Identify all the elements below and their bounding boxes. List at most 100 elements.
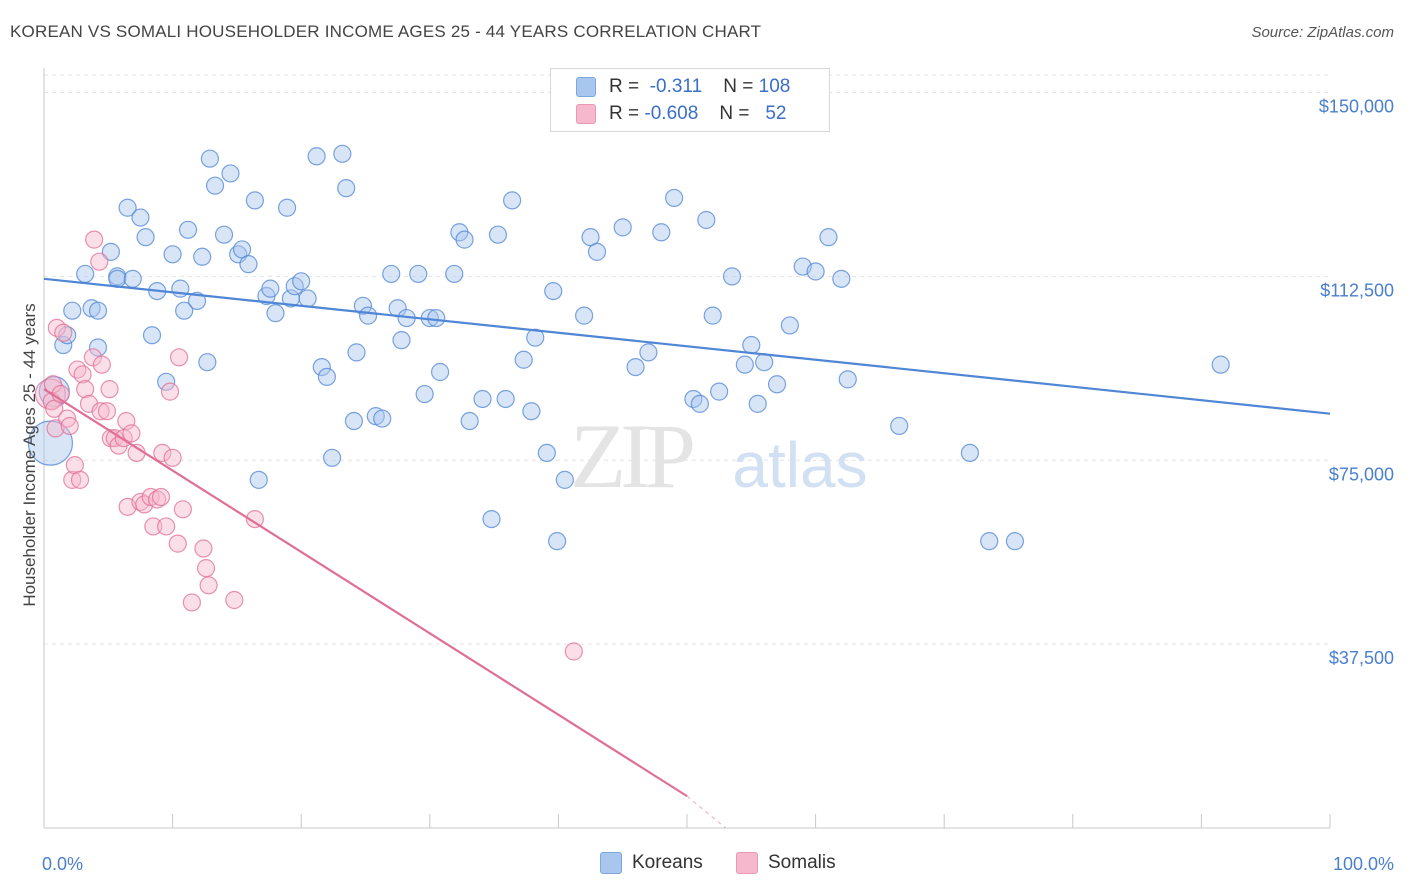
data-point — [245, 191, 265, 210]
data-point — [187, 291, 207, 311]
data-point — [1211, 355, 1230, 374]
data-point — [292, 272, 311, 291]
data-point — [90, 252, 109, 271]
data-point — [173, 500, 192, 519]
x-tick-label-min: 0.0% — [42, 854, 83, 874]
data-point — [245, 509, 265, 529]
data-point — [392, 331, 411, 350]
data-points — [27, 144, 1230, 661]
data-point — [85, 230, 104, 249]
data-point — [353, 296, 373, 315]
legend-label-koreans: Koreans — [632, 852, 703, 873]
data-point — [214, 225, 234, 244]
y-tick-label: $112,500 — [1320, 280, 1394, 300]
data-point — [409, 264, 428, 284]
data-point — [142, 326, 162, 345]
data-point — [322, 448, 342, 467]
axes — [43, 68, 1331, 829]
data-point — [97, 402, 117, 421]
data-point — [767, 375, 787, 394]
data-point — [157, 372, 176, 391]
y-tick-label: $150,000 — [1319, 97, 1394, 117]
watermark: ZIP atlas — [570, 405, 868, 507]
y-axis-label: Householder Income Ages 25 - 44 years — [20, 303, 39, 606]
legend-item-somalis[interactable]: Somalis — [736, 852, 836, 874]
data-point — [819, 228, 838, 247]
chart-source: Source: ZipAtlas.com — [1251, 24, 1394, 41]
data-point — [199, 576, 218, 595]
data-point — [358, 306, 378, 325]
data-point — [100, 380, 119, 399]
data-point — [735, 355, 754, 374]
legend-label-somalis: Somalis — [768, 852, 836, 873]
data-point — [537, 443, 556, 463]
data-point — [564, 642, 583, 661]
gridlines — [44, 74, 1330, 645]
data-point — [54, 323, 73, 342]
data-point — [544, 281, 563, 301]
data-point — [194, 539, 213, 558]
data-point — [168, 534, 187, 553]
data-point — [205, 176, 225, 195]
data-point — [806, 262, 825, 281]
data-point — [526, 328, 545, 347]
data-point — [60, 416, 79, 436]
data-point — [163, 245, 182, 264]
legend-swatch-koreans — [576, 77, 596, 97]
data-point — [430, 362, 450, 382]
data-point — [473, 389, 492, 409]
trend-lines — [43, 277, 1331, 829]
data-point — [488, 225, 508, 244]
data-point — [890, 416, 909, 436]
data-point — [373, 409, 392, 428]
data-point — [122, 424, 141, 443]
data-point — [70, 470, 90, 489]
chart-title: KOREAN VS SOMALI HOUSEHOLDER INCOME AGES… — [10, 22, 762, 41]
y-tick-label: $37,500 — [1329, 648, 1394, 668]
data-point — [76, 264, 95, 284]
data-point — [163, 448, 182, 467]
data-point — [482, 509, 501, 529]
data-point — [703, 306, 722, 325]
legend-n-label: N = — [723, 76, 754, 97]
y-tick-labels: $37,500 $75,000 $112,500 $150,000 — [1319, 97, 1394, 669]
data-point — [548, 532, 567, 551]
data-point — [333, 144, 352, 163]
data-point — [157, 517, 176, 536]
data-point — [1005, 532, 1025, 551]
data-point — [522, 402, 541, 421]
watermark-zip: ZIP — [570, 405, 693, 507]
data-point — [455, 230, 474, 249]
data-point — [118, 198, 137, 217]
data-point — [88, 338, 108, 357]
legend-swatch-koreans — [600, 852, 622, 874]
data-point — [91, 402, 110, 421]
data-point — [144, 517, 163, 536]
data-point — [239, 255, 258, 274]
data-point — [68, 360, 87, 379]
legend-swatch-somalis — [736, 852, 758, 874]
data-point — [445, 264, 464, 284]
legend-r-label: R = — [609, 103, 640, 124]
watermark-atlas: atlas — [732, 429, 867, 501]
data-point — [277, 198, 297, 217]
trend-line-extension-somalis — [686, 795, 726, 829]
data-point — [575, 306, 594, 325]
data-point — [178, 220, 198, 239]
data-point — [169, 348, 189, 367]
trend-line-koreans — [43, 277, 1331, 415]
data-point — [196, 559, 216, 578]
data-point — [427, 308, 446, 328]
data-point — [200, 149, 219, 168]
data-point — [496, 389, 515, 409]
data-point — [160, 382, 180, 401]
data-point — [261, 279, 280, 298]
data-point — [101, 242, 120, 261]
legend-item-koreans[interactable]: Koreans — [600, 852, 703, 874]
legend-n-value-koreans: 108 — [758, 76, 791, 97]
data-point — [337, 179, 356, 198]
data-point — [182, 593, 201, 612]
data-point — [697, 210, 716, 230]
data-point — [344, 411, 364, 431]
data-point — [225, 590, 244, 610]
